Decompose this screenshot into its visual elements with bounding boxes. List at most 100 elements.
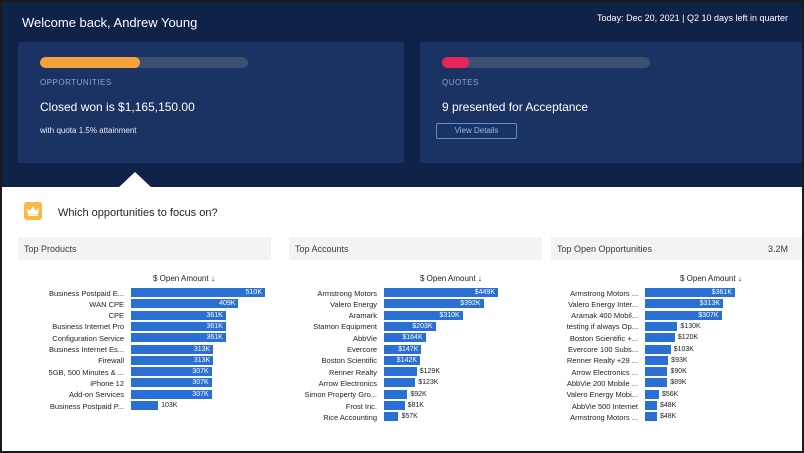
bar-value: $89K bbox=[670, 379, 687, 387]
bar[interactable] bbox=[645, 310, 722, 320]
view-details-button[interactable]: View Details bbox=[436, 123, 517, 139]
row-label[interactable]: AbbVie 200 Mobile ... bbox=[566, 378, 638, 388]
bar[interactable] bbox=[131, 378, 212, 388]
bar[interactable] bbox=[131, 310, 226, 320]
bar-value: $310K bbox=[439, 311, 460, 319]
row-label[interactable]: AbbVie bbox=[352, 333, 377, 343]
bar[interactable] bbox=[131, 389, 212, 399]
bar[interactable] bbox=[384, 367, 417, 377]
bar[interactable] bbox=[131, 299, 239, 309]
sort-column-header[interactable]: $ Open Amount ↓ bbox=[680, 274, 742, 283]
bar[interactable] bbox=[384, 401, 405, 410]
bar[interactable] bbox=[645, 412, 657, 422]
row-label[interactable]: WAN CPE bbox=[89, 299, 124, 309]
bar-value: $203K bbox=[412, 322, 433, 330]
bar[interactable] bbox=[131, 321, 226, 331]
row-label[interactable]: Business Internet Es... bbox=[48, 345, 124, 354]
bar-value: $361K bbox=[711, 289, 732, 296]
today-date: Today: Dec 20, 2021 | Q2 10 days left in… bbox=[597, 13, 788, 23]
sort-column-header[interactable]: $ Open Amount ↓ bbox=[420, 274, 482, 283]
row-label[interactable]: Boston Scientific bbox=[321, 356, 377, 366]
bar-value: 361K bbox=[206, 311, 223, 319]
panel-header: Top Accounts bbox=[289, 237, 542, 260]
row-label[interactable]: Simon Property Gro... bbox=[304, 390, 377, 400]
row-label[interactable]: Aramark bbox=[348, 311, 377, 321]
row-label[interactable]: Frost Inc. bbox=[345, 401, 377, 411]
bar[interactable] bbox=[645, 344, 671, 354]
bar[interactable] bbox=[131, 355, 214, 365]
bar[interactable] bbox=[131, 288, 265, 297]
row-label[interactable]: Arrow Electronics bbox=[318, 378, 377, 388]
row-label[interactable]: Armstrong Motors ... bbox=[570, 412, 638, 422]
row-label[interactable]: Stamon Equipment bbox=[313, 322, 377, 332]
row-label[interactable]: Rice Accounting bbox=[323, 412, 377, 422]
bar[interactable] bbox=[645, 389, 659, 399]
bar[interactable] bbox=[384, 288, 498, 297]
row-label[interactable]: Armstrong Motors ... bbox=[570, 288, 638, 298]
quotes-card[interactable]: QUOTES 9 presented for Acceptance View D… bbox=[420, 42, 802, 163]
row-label[interactable]: Arrow Electronics ... bbox=[571, 367, 638, 377]
row-label[interactable]: CPE bbox=[108, 311, 124, 321]
row-label[interactable]: Business Postpaid E... bbox=[48, 288, 124, 298]
bar-value: 307K bbox=[192, 368, 209, 376]
bar[interactable] bbox=[645, 288, 735, 297]
row-label[interactable]: Configuration Service bbox=[52, 333, 124, 343]
row-label[interactable]: Valero Energy Mobi... bbox=[566, 390, 638, 400]
bar-value: 307K bbox=[192, 390, 209, 398]
row-label[interactable]: iPhone 12 bbox=[90, 378, 124, 388]
row-label[interactable]: testing if always Op... bbox=[566, 322, 638, 332]
bar[interactable] bbox=[131, 401, 159, 410]
row-label[interactable]: Armstrong Motors bbox=[317, 288, 377, 298]
bar-value: $56K bbox=[661, 390, 679, 398]
bar[interactable] bbox=[131, 367, 212, 377]
bar[interactable] bbox=[645, 378, 668, 388]
bar[interactable] bbox=[645, 333, 675, 343]
bar-value: $48K bbox=[659, 402, 677, 409]
bar[interactable] bbox=[384, 299, 484, 309]
opportunities-card[interactable]: OPPORTUNITIES Closed won is $1,165,150.0… bbox=[18, 42, 404, 163]
bar[interactable] bbox=[384, 412, 399, 422]
bar[interactable] bbox=[645, 367, 668, 377]
bar[interactable] bbox=[645, 401, 657, 410]
panel-title: Top Open Opportunities bbox=[557, 244, 653, 254]
bar[interactable] bbox=[645, 355, 669, 365]
bar[interactable] bbox=[384, 321, 436, 331]
row-label[interactable]: Firewall bbox=[98, 356, 124, 366]
row-label[interactable]: Aramak 400 Mobil... bbox=[571, 311, 638, 321]
bar-value: $48K bbox=[659, 413, 677, 421]
sort-column-header[interactable]: $ Open Amount ↓ bbox=[153, 274, 215, 283]
row-label[interactable]: Business Postpaid P... bbox=[49, 401, 124, 411]
bar[interactable] bbox=[645, 321, 678, 331]
bar[interactable] bbox=[384, 389, 408, 399]
row-label[interactable]: Renner Realty bbox=[329, 367, 377, 377]
panel-top-products: Top Products $ Open Amount ↓ Business Post… bbox=[18, 237, 271, 422]
bar-value: $142K bbox=[396, 356, 418, 364]
row-label[interactable]: Evercore 100 Subs... bbox=[567, 345, 638, 354]
panel-header: Top Open Opportunities 3.2M bbox=[551, 237, 802, 260]
row-label[interactable]: Boston Scientific +... bbox=[569, 333, 638, 343]
bar-value: $307K bbox=[698, 311, 719, 319]
bar[interactable] bbox=[384, 310, 463, 320]
bar[interactable] bbox=[384, 333, 426, 343]
row-label[interactable]: Evercore bbox=[346, 345, 377, 354]
row-label[interactable]: Business Internet Pro bbox=[52, 322, 124, 332]
bar[interactable] bbox=[131, 344, 214, 354]
hero-banner: Welcome back, Andrew Young Today: Dec 20… bbox=[2, 2, 802, 187]
row-label[interactable]: Renner Realty +29 ... bbox=[566, 356, 638, 366]
bar-value: $103K bbox=[673, 345, 694, 353]
bar[interactable] bbox=[645, 299, 724, 309]
bar[interactable] bbox=[131, 333, 226, 343]
bar[interactable] bbox=[384, 355, 421, 365]
bar-value: $147K bbox=[398, 345, 419, 353]
row-label[interactable]: Valero Energy Inter... bbox=[568, 299, 638, 309]
bar[interactable] bbox=[384, 378, 416, 388]
panel-top-accounts: Top Accounts $ Open Amount ↓ Armstrong Mot… bbox=[289, 237, 542, 422]
bar[interactable] bbox=[384, 344, 422, 354]
focus-question: Which opportunities to focus on? bbox=[58, 207, 218, 219]
bar-value: $120K bbox=[677, 334, 699, 342]
row-label[interactable]: Valero Energy bbox=[330, 299, 377, 309]
row-label[interactable]: 5GB, 500 Minutes & ... bbox=[48, 367, 124, 377]
row-label[interactable]: Add-on Services bbox=[68, 390, 124, 400]
row-label[interactable]: AbbVie 500 Internet bbox=[571, 401, 638, 411]
